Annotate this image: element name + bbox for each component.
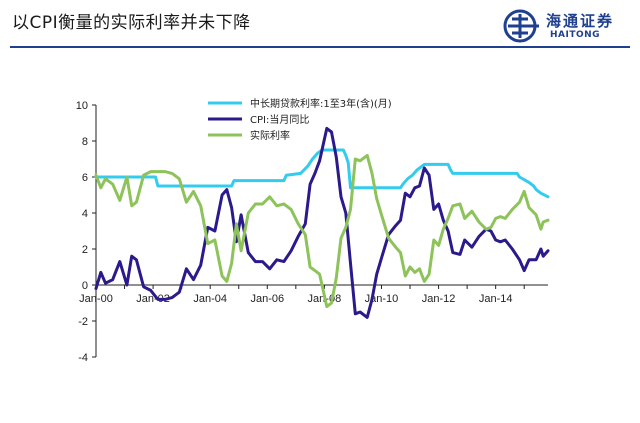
- page-title: 以CPI衡量的实际利率并未下降: [12, 13, 251, 33]
- lending-rate-line: [94, 148, 550, 199]
- haitong-emblem-icon: [503, 9, 539, 43]
- y-tick-label: 4: [82, 208, 88, 220]
- real-rate-line: [94, 153, 550, 309]
- x-tick-label: Jan-04: [193, 293, 227, 305]
- logo-english-name: HAITONG: [550, 30, 601, 40]
- x-tick-label: Jan-12: [422, 293, 456, 305]
- haitong-logo: 海通证券 HAITONG: [502, 8, 632, 44]
- x-tick-label: Jan-14: [479, 293, 513, 305]
- legend-label: 中长期贷款利率:1至3年(含)(月): [250, 97, 392, 110]
- y-tick-label: 2: [82, 244, 88, 256]
- cpi-yoy-line: [94, 126, 550, 319]
- x-tick-label: Jan-02: [136, 293, 170, 305]
- title-divider: [10, 46, 630, 48]
- y-tick-label: 8: [82, 136, 88, 148]
- y-tick-label: 10: [76, 100, 88, 112]
- chart-series: [94, 126, 550, 319]
- y-tick-label: -4: [78, 352, 88, 364]
- y-tick-label: -2: [78, 316, 88, 328]
- y-tick-label: 6: [82, 172, 88, 184]
- x-tick-label: Jan-06: [250, 293, 284, 305]
- legend-label: 实际利率: [250, 129, 290, 142]
- legend-label: CPI:当月同比: [250, 113, 309, 126]
- y-tick-label: 0: [82, 280, 88, 292]
- logo-chinese-name: 海通证券: [546, 12, 615, 30]
- x-tick-label: Jan-00: [79, 293, 113, 305]
